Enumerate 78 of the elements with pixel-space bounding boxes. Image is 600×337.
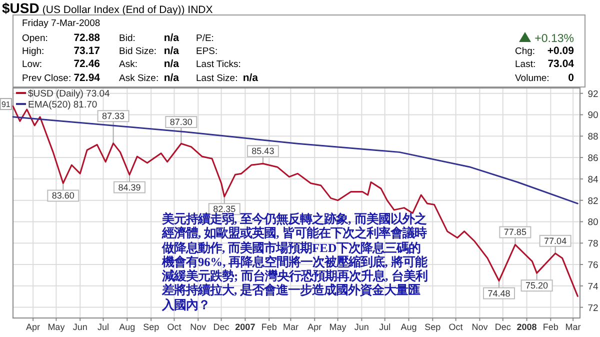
text: Last: bbox=[515, 59, 536, 70]
annotation: 87.30 bbox=[170, 117, 192, 128]
annotation: 83.60 bbox=[52, 190, 74, 201]
x-tick-label: Oct bbox=[167, 322, 182, 332]
y-tick-label: 84 bbox=[588, 174, 598, 186]
x-tick-label: Nov bbox=[472, 322, 488, 332]
text: 72.94 bbox=[74, 72, 100, 84]
text: n/a bbox=[164, 32, 180, 44]
annotation: 75.20 bbox=[526, 280, 548, 291]
x-tick-label: Mar bbox=[282, 322, 298, 332]
text: Low: bbox=[22, 59, 42, 70]
y-tick-label: 90 bbox=[588, 110, 598, 122]
text: Last Size: bbox=[196, 73, 238, 84]
x-tick-label: Nov bbox=[190, 322, 207, 332]
annotation: 74.48 bbox=[488, 288, 510, 298]
x-tick-label: Jun bbox=[72, 322, 88, 332]
text: Last Ticks: bbox=[196, 59, 241, 70]
x-tick-label: Dec bbox=[213, 322, 230, 332]
text: 73.04 bbox=[548, 58, 574, 70]
text: Bid: bbox=[119, 33, 136, 44]
chart-title: $USD (US Dollar Index (End of Day)) INDX bbox=[2, 0, 213, 16]
x-tick-label: May bbox=[48, 322, 66, 332]
text: Open: bbox=[22, 33, 48, 44]
x-tick-label: Apr bbox=[308, 322, 322, 332]
text: Prev Close: bbox=[22, 73, 72, 84]
y-tick-label: 80 bbox=[588, 217, 598, 228]
legend-label: EMA(520) 81.70 bbox=[28, 100, 98, 110]
text: n/a bbox=[242, 72, 258, 84]
y-tick-label: 72 bbox=[588, 302, 598, 314]
text: Bid Size: bbox=[119, 46, 156, 57]
text: Volume: bbox=[515, 73, 550, 84]
text: n/a bbox=[164, 45, 180, 57]
x-tick-label: 2008 bbox=[516, 322, 537, 332]
y-tick-label: 92 bbox=[588, 88, 598, 100]
text: Ask Size: bbox=[119, 73, 159, 84]
text: 72.46 bbox=[74, 58, 100, 70]
x-tick-label: Jul bbox=[98, 322, 110, 332]
x-tick-label: Dec bbox=[494, 322, 512, 332]
x-tick-label: Jun bbox=[354, 322, 369, 332]
annotation: 77.04 bbox=[544, 236, 567, 246]
text: +0.09 bbox=[547, 45, 574, 57]
text: 73.17 bbox=[74, 45, 100, 57]
y-tick-label: 86 bbox=[588, 153, 598, 164]
x-tick-label: Aug bbox=[119, 322, 136, 332]
annotation: 84.39 bbox=[118, 182, 141, 192]
x-tick-label: Feb bbox=[261, 322, 277, 332]
text: n/a bbox=[164, 58, 180, 70]
annotation: 85.43 bbox=[252, 146, 274, 156]
text: Chg: bbox=[515, 46, 536, 57]
text: 72.88 bbox=[74, 32, 100, 44]
text: 0 bbox=[568, 72, 574, 84]
x-tick-label: 2007 bbox=[235, 322, 256, 332]
x-tick-label: May bbox=[329, 322, 347, 332]
x-tick-label: Jul bbox=[379, 322, 391, 332]
text: +0.13% bbox=[534, 33, 574, 45]
y-tick-label: 76 bbox=[588, 260, 598, 272]
text: P/E: bbox=[196, 33, 214, 44]
y-tick-label: 78 bbox=[588, 238, 598, 250]
legend-label: $USD (Daily) 73.04 bbox=[28, 88, 110, 100]
text: n/a bbox=[164, 72, 180, 84]
x-tick-label: Sep bbox=[424, 322, 441, 332]
y-tick-label: 82 bbox=[588, 196, 598, 207]
y-tick-label: 74 bbox=[588, 281, 598, 292]
annotation: 美元持續走弱, 至今仍無反轉之跡象, 而美國以外之經濟體, 如歐盟或英國, 皆可能在下次之利率會議時做降息動作, 而美國市場預期FED下次降息三碼的機會有96%, 再降息空間將一次被壓縮到底, 將可能減緩美元跌勢; 而台灣央行恐預期再次升息, 台美利差將持續拉大, 是否會進一步造成國外資金大量匯入國內？ bbox=[162, 212, 428, 312]
y-tick-label: 88 bbox=[588, 132, 598, 143]
annotation: 91 bbox=[1, 100, 11, 110]
x-tick-label: Oct bbox=[448, 322, 464, 332]
x-tick-label: Feb bbox=[542, 322, 558, 332]
text: Friday 7-Mar-2008 bbox=[22, 18, 100, 29]
x-tick-label: Sep bbox=[143, 322, 160, 332]
x-tick-label: Aug bbox=[400, 322, 417, 332]
x-tick-label: Mar bbox=[565, 322, 581, 332]
text: EPS: bbox=[196, 46, 218, 57]
annotation: 77.85 bbox=[504, 227, 526, 238]
x-tick-label: Apr bbox=[26, 322, 40, 332]
text: Ask: bbox=[119, 59, 138, 70]
annotation: 87.33 bbox=[102, 111, 125, 122]
text: High: bbox=[22, 46, 44, 57]
